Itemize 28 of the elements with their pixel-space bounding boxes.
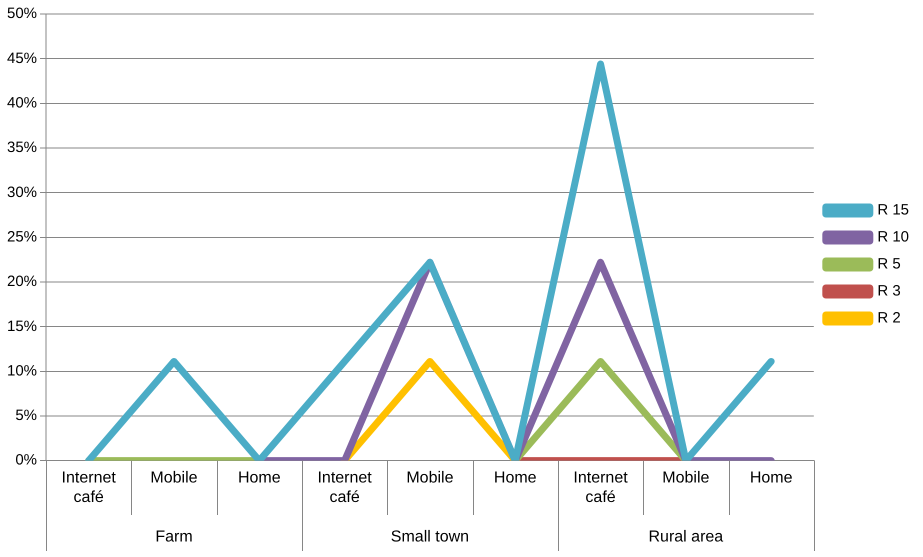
legend-label: R 5 bbox=[877, 256, 901, 273]
y-tick-label: 0% bbox=[15, 452, 38, 469]
y-tick-label: 5% bbox=[15, 407, 38, 424]
x-tick-label: Internet café bbox=[573, 470, 628, 506]
x-tick-label: Mobile bbox=[662, 470, 710, 487]
text: Small town bbox=[390, 528, 470, 546]
x-tick-label: Home bbox=[238, 470, 281, 487]
legend-label: R 3 bbox=[877, 282, 901, 300]
x-tick-label: Mobile bbox=[406, 470, 454, 487]
y-tick-label: 30% bbox=[6, 184, 38, 201]
legend-label: R 15 bbox=[877, 202, 910, 219]
y-tick-label: 15% bbox=[6, 318, 38, 335]
x-tick-label: Mobile bbox=[150, 470, 198, 487]
y-tick-label: 35% bbox=[6, 139, 38, 156]
y-tick-label: 45% bbox=[6, 50, 38, 67]
legend-label: R 2 bbox=[877, 310, 901, 327]
x-tick-label: Internet café bbox=[62, 470, 116, 506]
legend-label: R 10 bbox=[877, 228, 910, 246]
text: Farm bbox=[155, 528, 193, 546]
y-tick-label: 25% bbox=[6, 228, 38, 246]
x-tick-label: Internet café bbox=[317, 470, 372, 506]
y-tick-label: 20% bbox=[6, 273, 38, 290]
x-tick-label: Home bbox=[750, 470, 793, 487]
y-tick-label: 50% bbox=[6, 5, 38, 22]
y-tick-label: 10% bbox=[6, 362, 38, 380]
text: Rural area bbox=[648, 528, 724, 546]
y-tick-label: 40% bbox=[6, 94, 38, 112]
x-tick-label: Home bbox=[494, 470, 537, 487]
